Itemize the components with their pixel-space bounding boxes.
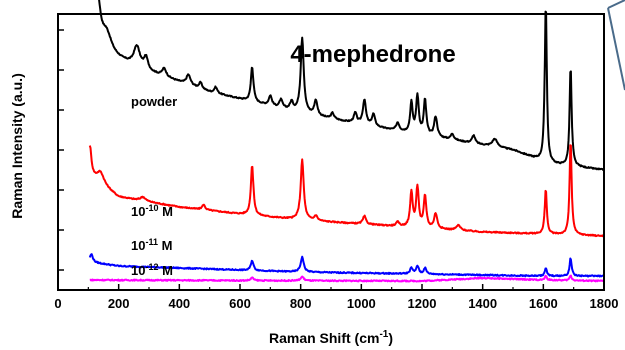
series-lines [88, 0, 605, 283]
x-axis-title: Raman Shift (cm-1) [269, 329, 393, 346]
decorative-corner-line [607, 0, 625, 91]
series-line-3 [89, 274, 605, 283]
x-tick-label: 800 [290, 296, 312, 311]
series-label-1e-12: 10-12 M [131, 262, 173, 278]
plot-frame [57, 13, 605, 291]
series-line-2 [88, 253, 605, 278]
series-label-1e-10: 10-10 M [131, 203, 173, 219]
x-tick-label: 200 [108, 296, 130, 311]
x-tick-label: 400 [168, 296, 190, 311]
series-line-0 [98, 0, 605, 171]
series-label-powder: powder [131, 94, 177, 109]
x-tick-label: 1600 [529, 296, 558, 311]
x-tick-labels: 0 200 400 600 800 1000 1200 1400 1600 1800 [54, 284, 618, 311]
x-tick-label: 600 [229, 296, 251, 311]
x-tick-label: 1000 [347, 296, 376, 311]
series-line-1 [88, 144, 605, 238]
x-tick-label: 1400 [468, 296, 497, 311]
x-tick-label: 1800 [590, 296, 619, 311]
x-tick-label: 0 [54, 296, 61, 311]
x-tick-label: 1200 [408, 296, 437, 311]
y-axis-title: Raman Intensity (a.u.) [9, 73, 25, 218]
series-label-1e-11: 10-11 M [131, 237, 172, 253]
y-axis-title-text: Raman Intensity (a.u.) [9, 73, 25, 218]
chart-title: 4-mephedrone [290, 41, 455, 68]
